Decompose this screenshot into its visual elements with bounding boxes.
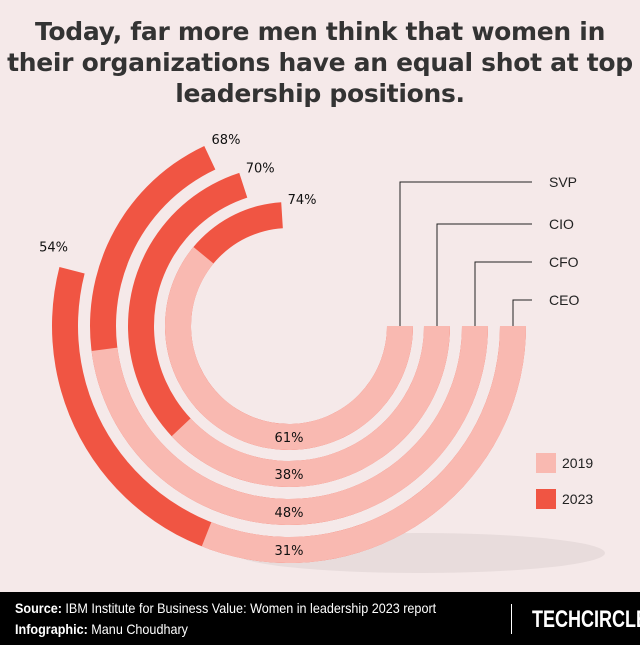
category-label-svp: SVP: [549, 174, 577, 190]
brand-logo: TECHCIRCLE: [532, 606, 640, 633]
leader-line-svp: [399, 181, 532, 326]
infographic-line: Infographic: Manu Choudhary: [15, 621, 188, 637]
label-2023-svp: 74%: [288, 193, 317, 208]
legend-swatch-2019: [536, 453, 556, 473]
legend-swatch-2023: [536, 489, 556, 509]
leader-line-cfo: [474, 261, 532, 326]
chart-title: Today, far more men think that women in …: [7, 17, 633, 108]
bar-2019-cfo: [91, 326, 488, 525]
footer: Source: IBM Institute for Business Value…: [0, 592, 640, 645]
source-line: Source: IBM Institute for Business Value…: [15, 600, 437, 616]
legend-label-2019: 2019: [562, 455, 593, 471]
category-label-ceo: CEO: [549, 292, 579, 308]
label-2023-ceo: 54%: [39, 240, 68, 255]
leader-line-ceo: [512, 299, 532, 326]
divider: [511, 604, 512, 634]
leader-line-cio: [436, 223, 532, 326]
label-2019-cfo: 48%: [275, 506, 304, 521]
label-2023-cfo: 68%: [212, 133, 241, 148]
label-2019-svp: 61%: [275, 431, 304, 446]
bar-2019-cio: [171, 326, 450, 488]
radial-bar-chart: 61% 74% SVP 38% 70% CIO 48% 68% CFO 31% 54% CEO 2019…: [39, 133, 605, 573]
legend-label-2023: 2023: [562, 491, 593, 507]
label-2019-cio: 38%: [275, 468, 304, 483]
category-label-cio: CIO: [549, 216, 574, 232]
label-2023-cio: 70%: [246, 162, 275, 177]
label-2019-ceo: 31%: [275, 544, 304, 559]
bar-2019-ceo: [201, 326, 526, 563]
bar-2019-svp: [165, 246, 413, 450]
category-label-cfo: CFO: [549, 254, 579, 270]
